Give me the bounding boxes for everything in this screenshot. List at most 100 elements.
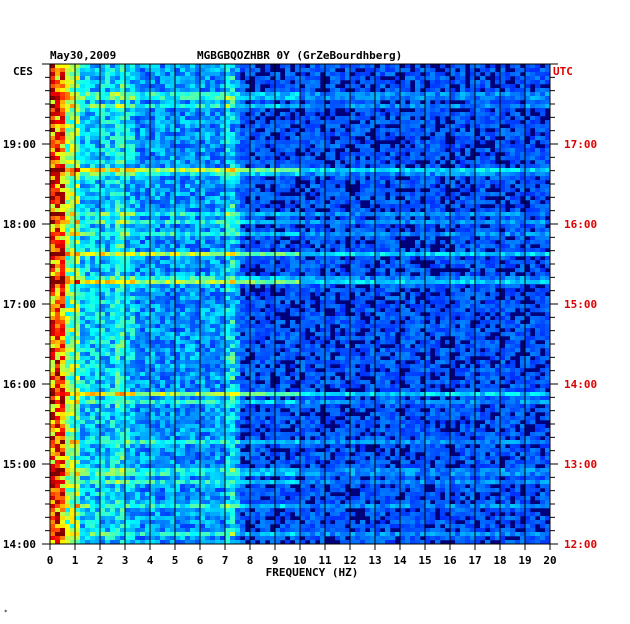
spectrogram-cell bbox=[455, 92, 461, 97]
spectrogram-cell bbox=[450, 160, 456, 165]
spectrogram-cell bbox=[160, 136, 166, 141]
spectrogram-cell bbox=[185, 184, 191, 189]
spectrogram-cell bbox=[395, 264, 401, 269]
spectrogram-cell bbox=[110, 292, 116, 297]
spectrogram-cell bbox=[205, 216, 211, 221]
spectrogram-cell bbox=[370, 92, 376, 97]
spectrogram-cell bbox=[310, 264, 316, 269]
spectrogram-cell bbox=[400, 252, 406, 257]
spectrogram-cell bbox=[215, 252, 221, 257]
spectrogram-cell bbox=[325, 240, 331, 245]
spectrogram-cell bbox=[300, 268, 306, 273]
spectrogram-cell bbox=[190, 284, 196, 289]
spectrogram-cell bbox=[70, 144, 76, 149]
spectrogram-cell bbox=[450, 192, 456, 197]
spectrogram-cell bbox=[100, 176, 106, 181]
spectrogram-cell bbox=[100, 292, 106, 297]
spectrogram-cell bbox=[140, 88, 146, 93]
spectrogram-cell bbox=[365, 128, 371, 133]
spectrogram-cell bbox=[140, 184, 146, 189]
spectrogram-cell bbox=[230, 68, 236, 73]
spectrogram-cell bbox=[480, 220, 486, 225]
spectrogram-cell bbox=[500, 188, 506, 193]
spectrogram-cell bbox=[55, 120, 61, 125]
spectrogram-cell bbox=[115, 72, 121, 77]
spectrogram-cell bbox=[485, 136, 491, 141]
spectrogram-cell bbox=[440, 280, 446, 285]
spectrogram-cell bbox=[80, 228, 86, 233]
spectrogram-cell bbox=[125, 172, 131, 177]
spectrogram-cell bbox=[195, 96, 201, 101]
spectrogram-cell bbox=[425, 240, 431, 245]
spectrogram-cell bbox=[445, 168, 451, 173]
spectrogram-cell bbox=[410, 256, 416, 261]
spectrogram-cell bbox=[145, 168, 151, 173]
spectrogram-cell bbox=[220, 280, 226, 285]
spectrogram-cell bbox=[100, 284, 106, 289]
spectrogram-cell bbox=[225, 152, 231, 157]
spectrogram-cell bbox=[460, 160, 466, 165]
spectrogram-cell bbox=[295, 220, 301, 225]
spectrogram-cell bbox=[210, 104, 216, 109]
spectrogram-cell bbox=[480, 80, 486, 85]
spectrogram-cell bbox=[505, 136, 511, 141]
spectrogram-cell bbox=[205, 92, 211, 97]
spectrogram-cell bbox=[440, 284, 446, 289]
spectrogram-cell bbox=[110, 284, 116, 289]
spectrogram-cell bbox=[235, 72, 241, 77]
spectrogram-cell bbox=[515, 80, 521, 85]
spectrogram-cell bbox=[310, 64, 316, 69]
spectrogram-cell bbox=[115, 136, 121, 141]
spectrogram-cell bbox=[295, 232, 301, 237]
spectrogram-cell bbox=[480, 140, 486, 145]
spectrogram-cell bbox=[340, 116, 346, 121]
spectrogram-cell bbox=[135, 112, 141, 117]
spectrogram-cell bbox=[455, 76, 461, 81]
spectrogram-cell bbox=[310, 132, 316, 137]
spectrogram-cell bbox=[250, 236, 256, 241]
spectrogram-cell bbox=[175, 292, 181, 297]
spectrogram-cell bbox=[430, 208, 436, 213]
spectrogram-cell bbox=[160, 248, 166, 253]
spectrogram-cell bbox=[350, 128, 356, 133]
spectrogram-cell bbox=[150, 288, 156, 293]
spectrogram-cell bbox=[145, 252, 151, 257]
spectrogram-cell bbox=[120, 220, 126, 225]
spectrogram-cell bbox=[295, 172, 301, 177]
spectrogram-cell bbox=[365, 188, 371, 193]
spectrogram-cell bbox=[185, 292, 191, 297]
spectrogram-cell bbox=[530, 284, 536, 289]
spectrogram-cell bbox=[455, 116, 461, 121]
spectrogram-cell bbox=[55, 216, 61, 221]
spectrogram-cell bbox=[245, 276, 251, 281]
spectrogram-cell bbox=[380, 168, 386, 173]
spectrogram-cell bbox=[315, 152, 321, 157]
spectrogram-cell bbox=[425, 116, 431, 121]
spectrogram-cell bbox=[245, 264, 251, 269]
spectrogram-cell bbox=[85, 264, 91, 269]
spectrogram-cell bbox=[270, 180, 276, 185]
spectrogram-cell bbox=[510, 120, 516, 125]
spectrogram-cell bbox=[375, 256, 381, 261]
spectrogram-cell bbox=[130, 152, 136, 157]
spectrogram-cell bbox=[510, 104, 516, 109]
spectrogram-cell bbox=[150, 124, 156, 129]
spectrogram-cell bbox=[110, 168, 116, 173]
spectrogram-cell bbox=[70, 92, 76, 97]
spectrogram-cell bbox=[350, 132, 356, 137]
spectrogram-cell bbox=[105, 172, 111, 177]
spectrogram-cell bbox=[125, 120, 131, 125]
spectrogram-cell bbox=[385, 108, 391, 113]
spectrogram-cell bbox=[140, 68, 146, 73]
spectrogram-cell bbox=[490, 104, 496, 109]
spectrogram-cell bbox=[55, 180, 61, 185]
spectrogram-cell bbox=[80, 64, 86, 69]
spectrogram-cell bbox=[525, 132, 531, 137]
spectrogram-cell bbox=[525, 220, 531, 225]
spectrogram-cell bbox=[235, 216, 241, 221]
spectrogram-cell bbox=[355, 64, 361, 69]
spectrogram-cell bbox=[420, 204, 426, 209]
spectrogram-cell bbox=[435, 216, 441, 221]
spectrogram-cell bbox=[80, 196, 86, 201]
spectrogram-cell bbox=[185, 120, 191, 125]
